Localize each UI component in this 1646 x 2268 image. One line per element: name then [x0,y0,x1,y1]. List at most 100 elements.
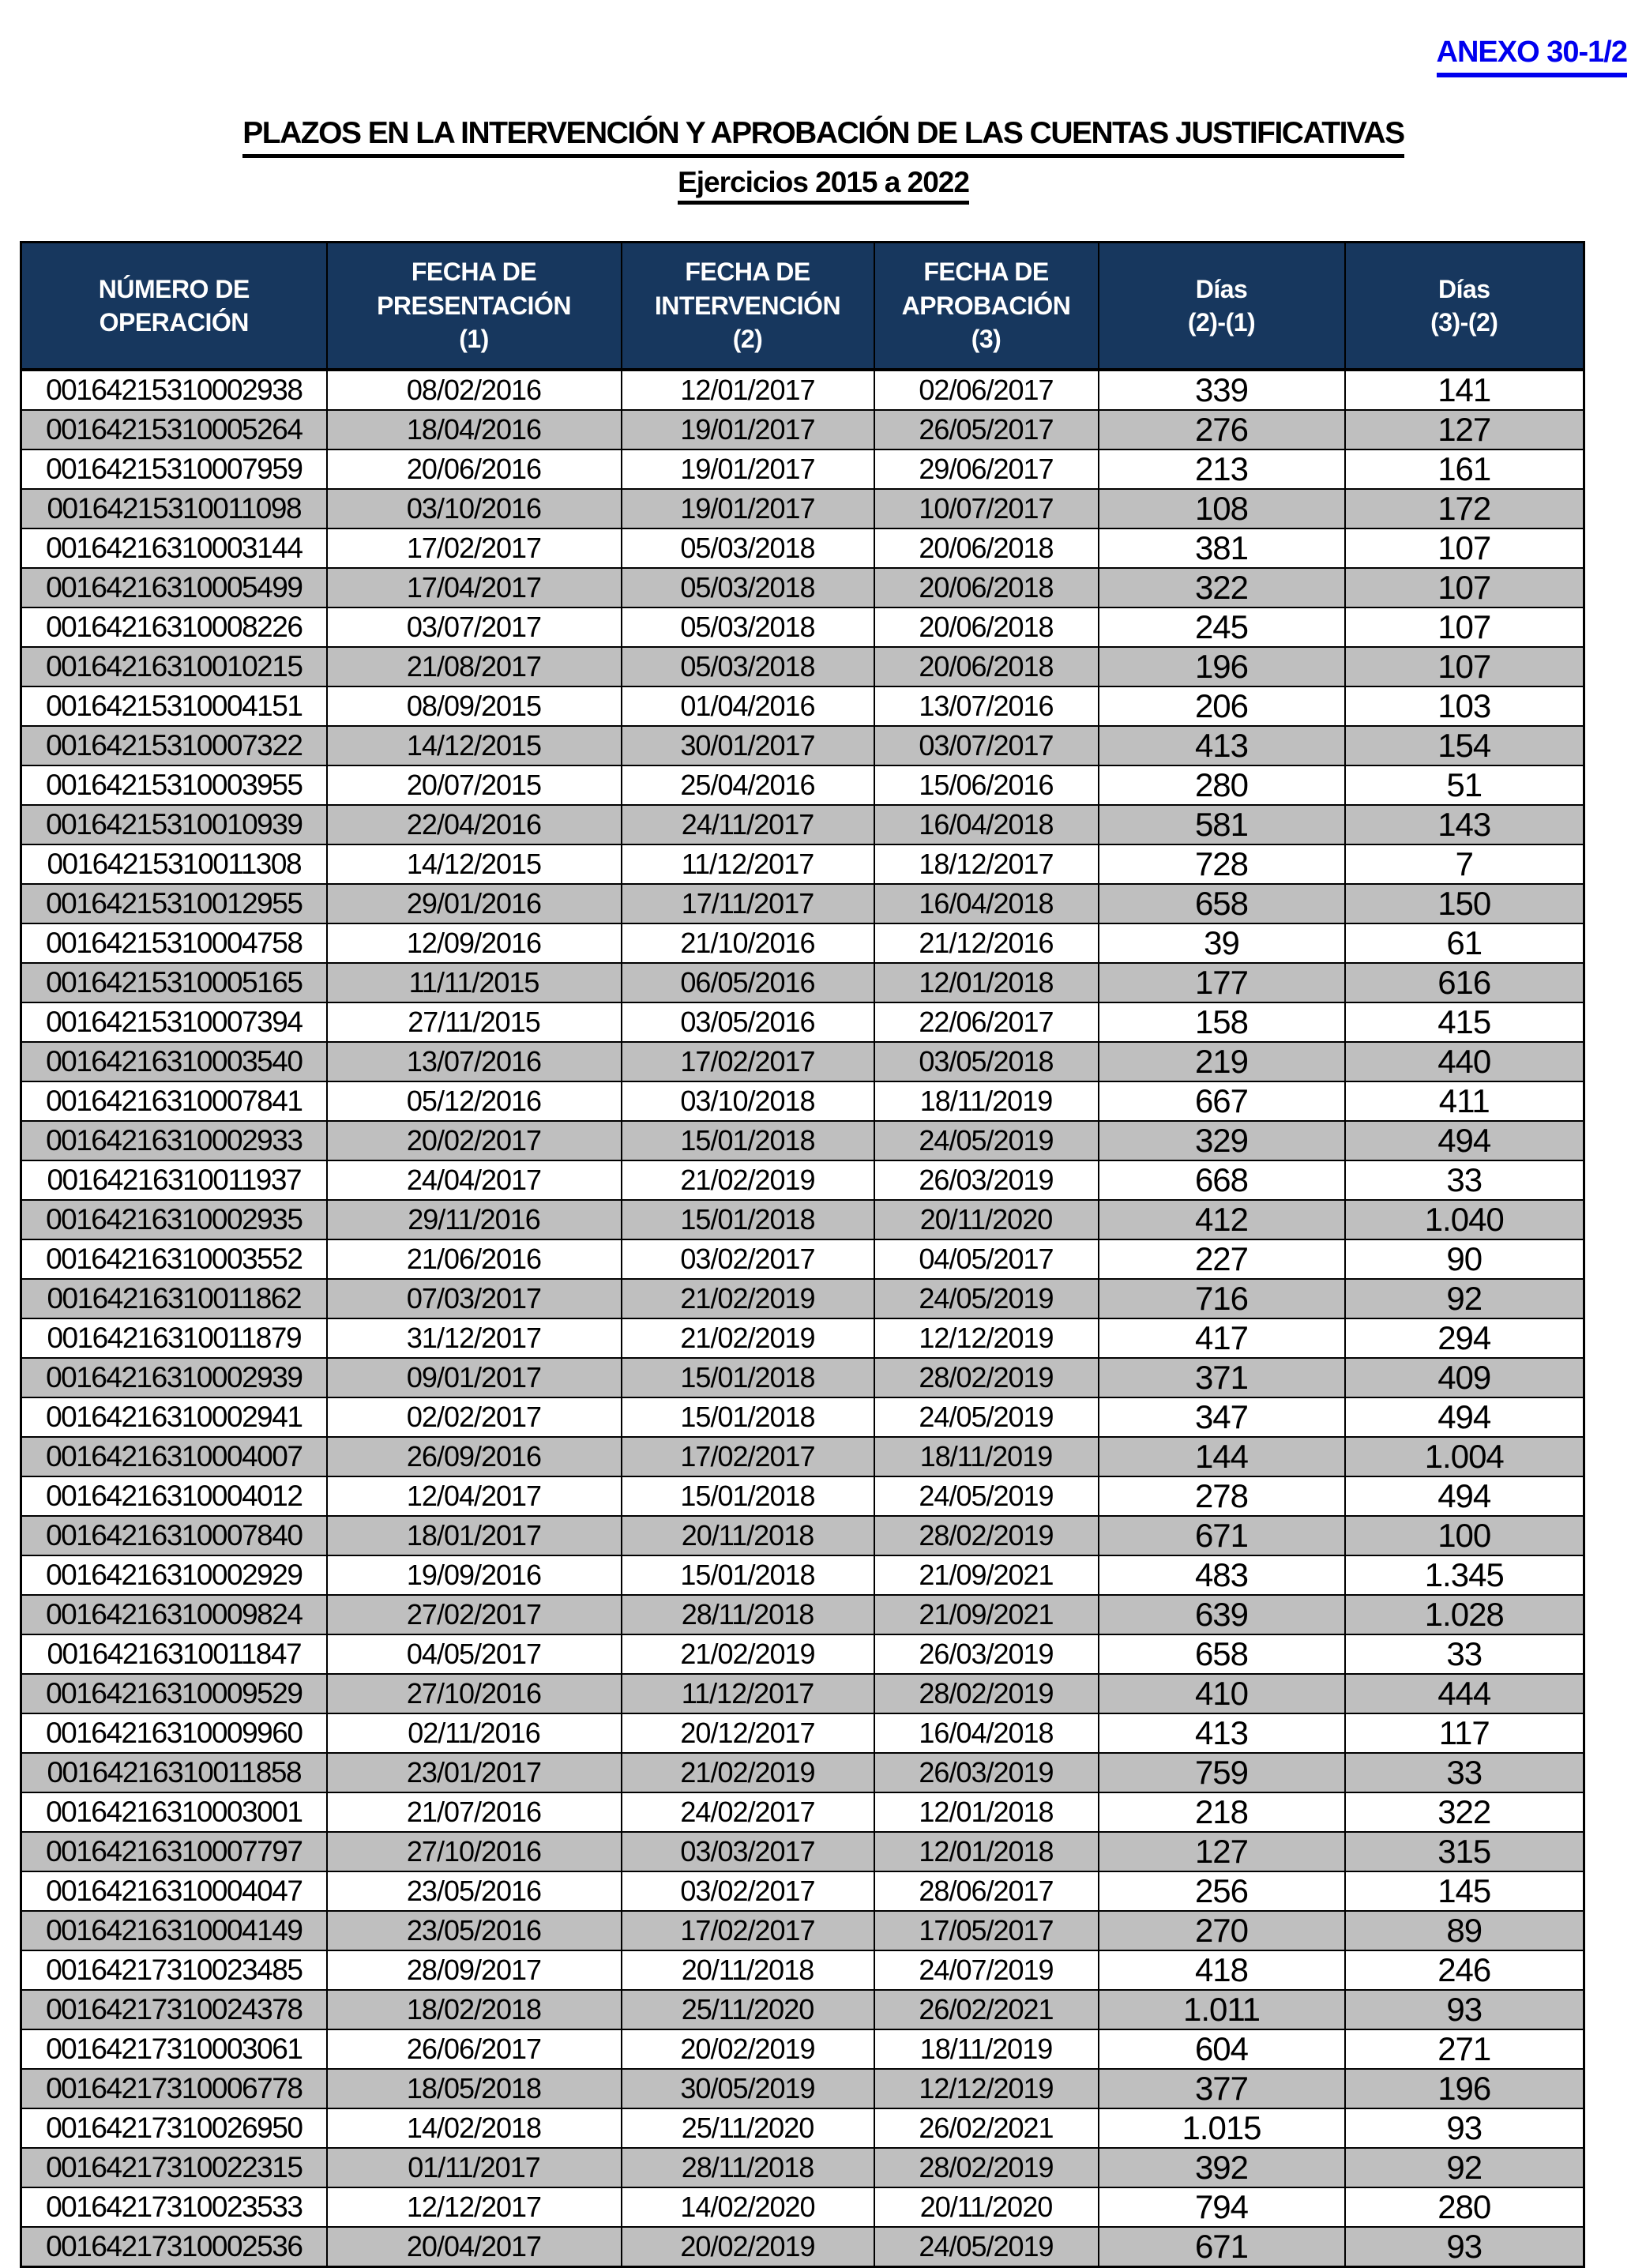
fecha-presentacion-cell: 12/12/2017 [325,2186,622,2228]
fecha-aprobacion-cell: 28/02/2019 [873,2146,1099,2188]
fecha-aprobacion-cell: 28/02/2019 [873,1672,1099,1714]
fecha-intervencion-cell: 20/02/2019 [620,2028,875,2070]
operation-number-cell: 00164216310003001 [20,1791,328,1833]
fecha-aprobacion-cell: 24/05/2019 [873,1475,1099,1517]
fecha-presentacion-cell: 29/11/2016 [325,1198,622,1240]
fecha-presentacion-cell: 21/08/2017 [325,645,622,687]
dias-2-1-cell: 144 [1097,1435,1346,1477]
document-page: { "meta": { "anexo_label": "ANEXO 30-1/2… [20,36,1629,2268]
operation-number-cell: 00164216310002929 [20,1554,328,1596]
dias-3-2-cell: 415 [1343,1001,1585,1043]
page-subtitle: Ejercicios 2015 a 2022 [20,166,1627,205]
dias-3-2-cell: 196 [1343,2067,1585,2109]
dias-2-1-cell: 728 [1097,843,1346,885]
fecha-aprobacion-cell: 20/11/2020 [873,1198,1099,1240]
fecha-intervencion-cell: 28/11/2018 [620,1593,875,1635]
fecha-presentacion-cell: 23/05/2016 [325,1909,622,1951]
table-row: 00164216310004012 12/04/2017 15/01/2018 24/… [20,1475,1585,1517]
fecha-intervencion-cell: 03/02/2017 [620,1870,875,1912]
fecha-aprobacion-cell: 18/11/2019 [873,1435,1099,1477]
dias-2-1-cell: 1.011 [1097,1988,1346,2030]
fecha-intervencion-cell: 20/11/2018 [620,1514,875,1556]
fecha-intervencion-cell: 15/01/2018 [620,1119,875,1161]
fecha-aprobacion-cell: 21/09/2021 [873,1593,1099,1635]
dias-2-1-cell: 759 [1097,1751,1346,1793]
dias-2-1-cell: 381 [1097,527,1346,569]
fecha-intervencion-cell: 17/11/2017 [620,882,875,924]
operation-number-cell: 00164216310009529 [20,1672,328,1714]
fecha-presentacion-cell: 29/01/2016 [325,882,622,924]
operation-number-cell: 00164216310003540 [20,1040,328,1082]
fecha-intervencion-cell: 21/02/2019 [620,1751,875,1793]
fecha-aprobacion-cell: 24/05/2019 [873,1277,1099,1319]
fecha-presentacion-cell: 17/02/2017 [325,527,622,569]
fecha-presentacion-cell: 14/12/2015 [325,843,622,885]
fecha-intervencion-cell: 15/01/2018 [620,1198,875,1240]
col-header-dias-3-2: Días (3)-(2) [1343,241,1585,371]
fecha-intervencion-cell: 15/01/2018 [620,1356,875,1398]
fecha-aprobacion-cell: 18/11/2019 [873,1080,1099,1122]
dias-3-2-cell: 1.004 [1343,1435,1585,1477]
operation-number-cell: 00164215310007959 [20,448,328,490]
fecha-intervencion-cell: 24/11/2017 [620,803,875,845]
dias-2-1-cell: 206 [1097,685,1346,727]
fecha-intervencion-cell: 30/05/2019 [620,2067,875,2109]
dias-3-2-cell: 440 [1343,1040,1585,1082]
fecha-intervencion-cell: 25/04/2016 [620,764,875,806]
dias-3-2-cell: 117 [1343,1712,1585,1754]
operation-number-cell: 00164216310011862 [20,1277,328,1319]
fecha-intervencion-cell: 11/12/2017 [620,1672,875,1714]
fecha-intervencion-cell: 11/12/2017 [620,843,875,885]
operation-number-cell: 00164216310004047 [20,1870,328,1912]
fecha-presentacion-cell: 12/04/2017 [325,1475,622,1517]
dias-3-2-cell: 33 [1343,1159,1585,1201]
table-row: 00164216310004047 23/05/2016 03/02/2017 28/… [20,1870,1585,1912]
dias-2-1-cell: 371 [1097,1356,1346,1398]
fecha-intervencion-cell: 17/02/2017 [620,1435,875,1477]
fecha-presentacion-cell: 17/04/2017 [325,566,622,608]
fecha-intervencion-cell: 20/11/2018 [620,1949,875,1991]
dias-2-1-cell: 413 [1097,724,1346,766]
dias-3-2-cell: 33 [1343,1633,1585,1675]
col-header-numero-operacion: NÚMERO DE OPERACIÓN [20,241,328,371]
table-row: 00164216310011879 31/12/2017 21/02/2019 12/… [20,1317,1585,1359]
fecha-intervencion-cell: 24/02/2017 [620,1791,875,1833]
operation-number-cell: 00164216310003144 [20,527,328,569]
fecha-presentacion-cell: 27/02/2017 [325,1593,622,1635]
fecha-aprobacion-cell: 20/06/2018 [873,606,1099,648]
fecha-presentacion-cell: 27/10/2016 [325,1830,622,1872]
col-header-fecha-aprobacion: FECHA DE APROBACIÓN (3) [873,241,1099,371]
dias-3-2-cell: 154 [1343,724,1585,766]
table-row: 00164217310006778 18/05/2018 30/05/2019 12/… [20,2067,1585,2109]
anexo-link[interactable]: ANEXO 30-1/2 [1436,36,1628,77]
fecha-intervencion-cell: 03/02/2017 [620,1238,875,1280]
dias-2-1-cell: 418 [1097,1949,1346,1991]
fecha-aprobacion-cell: 16/04/2018 [873,803,1099,845]
table-row: 00164215310005264 18/04/2016 19/01/2017 26/… [20,408,1585,450]
table-row: 00164217310023533 12/12/2017 14/02/2020 20/… [20,2186,1585,2228]
dias-2-1-cell: 667 [1097,1080,1346,1122]
table-row: 00164217310024378 18/02/2018 25/11/2020 26/… [20,1988,1585,2030]
dias-2-1-cell: 794 [1097,2186,1346,2228]
operation-number-cell: 00164217310022315 [20,2146,328,2188]
fecha-aprobacion-cell: 03/05/2018 [873,1040,1099,1082]
operation-number-cell: 00164217310003061 [20,2028,328,2070]
dias-2-1-cell: 581 [1097,803,1346,845]
fecha-presentacion-cell: 23/05/2016 [325,1870,622,1912]
dias-3-2-cell: 616 [1343,961,1585,1003]
fecha-aprobacion-cell: 03/07/2017 [873,724,1099,766]
operation-number-cell: 00164215310012955 [20,882,328,924]
fecha-presentacion-cell: 18/05/2018 [325,2067,622,2109]
dias-3-2-cell: 494 [1343,1119,1585,1161]
plazos-table: NÚMERO DE OPERACIÓN FECHA DE PRESENTACIÓ… [20,240,1585,2268]
table-row: 00164216310004149 23/05/2016 17/02/2017 17/… [20,1909,1585,1951]
table-row: 00164216310009529 27/10/2016 11/12/2017 28/… [20,1672,1585,1714]
table-row: 00164216310009960 02/11/2016 20/12/2017 16/… [20,1712,1585,1754]
fecha-presentacion-cell: 07/03/2017 [325,1277,622,1319]
fecha-aprobacion-cell: 21/09/2021 [873,1554,1099,1596]
fecha-presentacion-cell: 26/06/2017 [325,2028,622,2070]
dias-3-2-cell: 322 [1343,1791,1585,1833]
fecha-intervencion-cell: 14/02/2020 [620,2186,875,2228]
fecha-presentacion-cell: 26/09/2016 [325,1435,622,1477]
dias-2-1-cell: 127 [1097,1830,1346,1872]
